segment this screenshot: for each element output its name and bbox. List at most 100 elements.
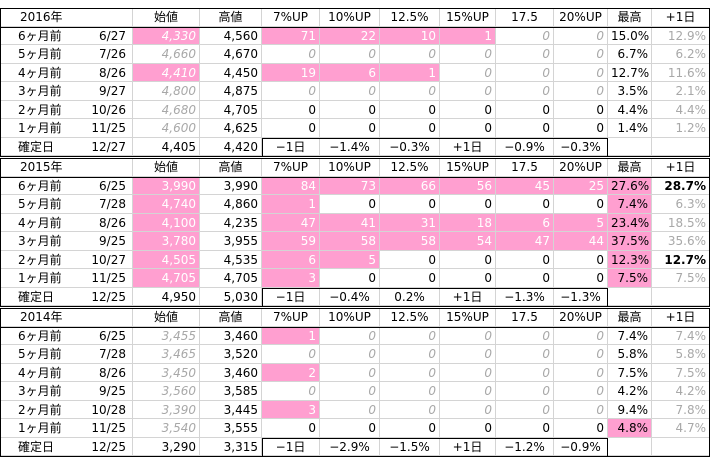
value-cell: 0 <box>496 100 554 119</box>
value-cell: 0 <box>320 45 380 64</box>
header-cell: 始値 <box>133 158 200 177</box>
value-cell: 0 <box>554 382 608 401</box>
header-cell: 2014年 <box>0 308 133 327</box>
value-cell <box>652 287 710 306</box>
value-cell: 0 <box>496 419 554 438</box>
value-cell: 0 <box>380 345 440 364</box>
header-cell: +1日 <box>652 158 710 177</box>
value-cell: 3,540 <box>133 419 200 438</box>
header-cell: 15%UP <box>440 308 496 327</box>
value-cell: 4,100 <box>133 213 200 232</box>
value-cell: 22 <box>320 26 380 45</box>
value-cell: −0.4% <box>320 287 380 306</box>
value-cell: 73 <box>320 176 380 195</box>
value-cell: 0 <box>320 100 380 119</box>
header-cell: 10%UP <box>320 158 380 177</box>
value-cell: 0 <box>380 363 440 382</box>
value-cell: 1.4% <box>608 119 652 138</box>
value-cell: −1日 <box>262 437 320 456</box>
value-cell: 0 <box>496 345 554 364</box>
value-cell: 4.8% <box>608 419 652 438</box>
value-cell: 0 <box>320 345 380 364</box>
value-cell: 18 <box>440 213 496 232</box>
value-cell: 0 <box>320 363 380 382</box>
value-cell: 0 <box>440 250 496 269</box>
row-label: 確定日 12/25 <box>0 437 133 456</box>
value-cell: 6 <box>496 213 554 232</box>
row-label: 5ヶ月前 7/28 <box>0 195 133 214</box>
value-cell <box>608 437 652 456</box>
value-cell: −1.3% <box>496 287 554 306</box>
header-cell: 12.5% <box>380 158 440 177</box>
value-cell: 6.2% <box>652 45 710 64</box>
row-label: 確定日 12/27 <box>0 137 133 156</box>
value-cell: 0.2% <box>380 287 440 306</box>
row-date: 9/25 <box>99 384 126 398</box>
header-cell: +1日 <box>652 8 710 27</box>
value-cell: 27.6% <box>608 176 652 195</box>
value-cell: 3,450 <box>133 363 200 382</box>
value-cell: 7.5% <box>608 269 652 288</box>
value-cell: 59 <box>262 232 320 251</box>
row-date: 6/25 <box>99 328 126 343</box>
header-cell: 20%UP <box>554 308 608 327</box>
value-cell: 0 <box>380 82 440 101</box>
value-cell: −0.9% <box>554 437 608 456</box>
value-cell: 4,670 <box>200 45 262 64</box>
value-cell: 0 <box>440 63 496 82</box>
value-cell: 11.6% <box>652 63 710 82</box>
value-cell: 4,875 <box>200 82 262 101</box>
row-label: 3ヶ月前 9/25 <box>0 232 133 251</box>
value-cell: 0 <box>380 326 440 345</box>
value-cell: 0 <box>440 382 496 401</box>
value-cell: 4,235 <box>200 213 262 232</box>
value-cell: 4,625 <box>200 119 262 138</box>
header-cell: 2015年 <box>0 158 133 177</box>
value-cell: 12.7% <box>608 63 652 82</box>
value-cell: 0 <box>320 400 380 419</box>
value-cell: 0 <box>320 195 380 214</box>
value-cell: 4,410 <box>133 63 200 82</box>
value-cell: 0 <box>554 100 608 119</box>
value-cell: 4.4% <box>652 100 710 119</box>
value-cell: 0 <box>440 82 496 101</box>
value-cell: 35.6% <box>652 232 710 251</box>
value-cell: −1.3% <box>554 287 608 306</box>
header-cell: 12.5% <box>380 8 440 27</box>
value-cell: 3,455 <box>133 326 200 345</box>
header-cell: 始値 <box>133 308 200 327</box>
value-cell: 0 <box>262 419 320 438</box>
value-cell: 4,705 <box>200 269 262 288</box>
value-cell: 0 <box>262 100 320 119</box>
value-cell <box>608 137 652 156</box>
value-cell: −1.2% <box>496 437 554 456</box>
value-cell: −0.3% <box>380 137 440 156</box>
value-cell: 0 <box>554 250 608 269</box>
value-cell: 0 <box>554 419 608 438</box>
value-cell: 0 <box>440 419 496 438</box>
value-cell: 5.8% <box>652 345 710 364</box>
row-date: 8/26 <box>99 365 126 380</box>
value-cell: 3 <box>262 400 320 419</box>
value-cell: 0 <box>554 400 608 419</box>
value-cell: 7.5% <box>652 269 710 288</box>
value-cell: 3,990 <box>200 176 262 195</box>
value-cell: 1 <box>440 26 496 45</box>
row-label: 5ヶ月前 7/26 <box>0 45 133 64</box>
value-cell: 0 <box>440 400 496 419</box>
row-label: 4ヶ月前 8/26 <box>0 63 133 82</box>
header-cell: 最高 <box>608 158 652 177</box>
value-cell: 0 <box>554 26 608 45</box>
value-cell: 0 <box>262 345 320 364</box>
value-cell: +1日 <box>440 437 496 456</box>
value-cell: 7.8% <box>652 400 710 419</box>
value-cell: 0 <box>554 119 608 138</box>
value-cell: 6 <box>262 250 320 269</box>
row-date: 7/28 <box>99 197 126 211</box>
value-cell: 37.5% <box>608 232 652 251</box>
header-cell: 12.5% <box>380 308 440 327</box>
value-cell: 0 <box>440 100 496 119</box>
row-date: 11/25 <box>91 421 126 435</box>
value-cell: 4,560 <box>200 26 262 45</box>
value-cell: 0 <box>320 119 380 138</box>
